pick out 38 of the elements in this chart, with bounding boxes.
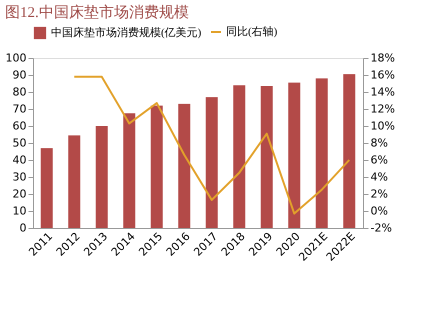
y2-tick-label: 16% (370, 68, 395, 82)
y2-tick-label: 18% (370, 52, 395, 64)
y-tick-label: 100 (6, 52, 26, 64)
bar (123, 113, 136, 228)
bar (206, 97, 218, 228)
bar (150, 106, 163, 228)
legend-label: 中国床垫市场消费规模(亿美元) (51, 26, 202, 39)
bar (68, 135, 80, 228)
y-tick-label: 60 (12, 120, 26, 132)
bar (343, 74, 356, 228)
y-tick-label: 90 (12, 68, 26, 82)
y-tick-label: 80 (12, 86, 26, 98)
bar (96, 126, 108, 228)
y2-tick-label: 12% (370, 102, 395, 116)
y2-tick-label: 4% (370, 170, 388, 184)
y2-tick-label: 6% (370, 154, 388, 166)
chart-title: 图12.中国床垫市场消费规模 (5, 4, 189, 21)
bar (40, 148, 53, 228)
y-tick-label: 20 (12, 188, 26, 200)
bar (178, 104, 190, 228)
y2-tick-label: 14% (370, 86, 395, 98)
y2-tick-label: 0% (370, 204, 388, 218)
bar (233, 85, 246, 228)
y2-tick-label: 8% (370, 136, 388, 150)
legend-label: 同比(右轴) (226, 25, 278, 38)
y-tick-label: 70 (12, 102, 26, 116)
y2-tick-label: 2% (370, 188, 388, 200)
y2-tick-label: -2% (370, 222, 392, 234)
bar (260, 86, 273, 228)
y-tick-label: 50 (12, 136, 26, 150)
y-tick-label: 10 (12, 204, 26, 218)
y2-tick-label: 10% (370, 120, 395, 132)
y-tick-label: 0 (20, 222, 26, 234)
bar (316, 78, 328, 228)
bar (288, 82, 300, 228)
y-tick-label: 30 (12, 170, 26, 184)
line-series (73, 76, 350, 215)
y-tick-label: 40 (12, 154, 26, 166)
